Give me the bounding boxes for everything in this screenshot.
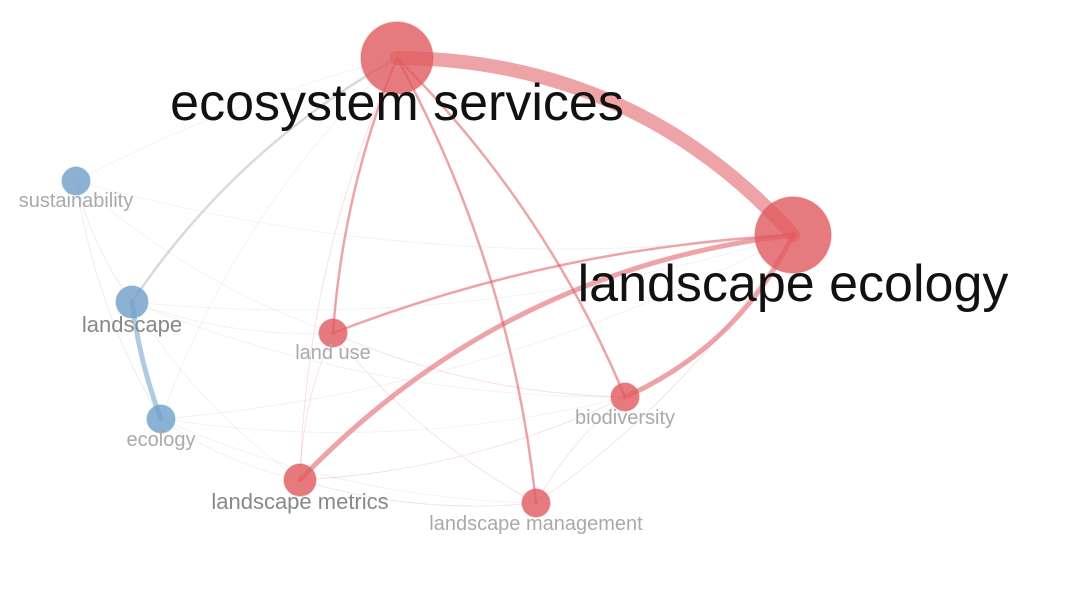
link-ecosystem-services-biodiversity (395, 56, 627, 399)
node-sustainability[interactable] (61, 166, 91, 196)
link-sustainability-ecology (75, 180, 162, 420)
link-ecosystem-services-landscape (130, 56, 399, 304)
label-landscape-ecology[interactable]: landscape ecology (578, 255, 1009, 313)
link-landscape-metrics-biodiversity (299, 396, 626, 481)
link-ecosystem-services-ecology (160, 57, 398, 420)
nodes-layer (61, 21, 832, 518)
link-land-use-biodiversity (332, 332, 626, 398)
link-landscape-biodiversity (131, 301, 626, 398)
link-ecosystem-services-land-use (331, 56, 399, 335)
label-land-use[interactable]: land use (295, 342, 371, 364)
node-landscape-metrics[interactable] (283, 463, 317, 497)
link-landscape-landscape-metrics (131, 301, 301, 481)
link-landscape-land-use (131, 301, 334, 334)
link-ecosystem-services-landscape-metrics (299, 57, 398, 481)
node-ecosystem-services[interactable] (360, 21, 434, 95)
link-ecology-biodiversity (160, 396, 626, 433)
link-ecology-landscape-ecology (160, 234, 794, 420)
label-landscape-management[interactable]: landscape management (429, 513, 643, 535)
label-ecosystem-services[interactable]: ecosystem services (170, 74, 624, 132)
link-land-use-landscape-metrics (299, 332, 334, 481)
link-land-use-landscape-management (332, 332, 537, 504)
link-landscape-landscape-ecology (131, 234, 794, 311)
node-biodiversity[interactable] (610, 382, 640, 412)
link-ecosystem-services-landscape-ecology (390, 51, 800, 242)
node-landscape-ecology[interactable] (754, 196, 832, 274)
node-ecology[interactable] (146, 404, 176, 434)
link-ecology-landscape-metrics (160, 418, 301, 481)
label-landscape-metrics[interactable]: landscape metrics (211, 489, 388, 514)
label-biodiversity[interactable]: biodiversity (575, 407, 675, 429)
label-landscape[interactable]: landscape (82, 312, 182, 337)
node-land-use[interactable] (318, 318, 348, 348)
link-ecosystem-services-landscape-management (395, 56, 538, 505)
labels-layer: ecosystem services landscape ecology susta… (19, 74, 1009, 535)
link-biodiversity-landscape-management (535, 396, 626, 504)
node-landscape-management[interactable] (521, 488, 551, 518)
link-landscape-management-landscape-ecology (535, 234, 794, 504)
node-landscape[interactable] (115, 285, 149, 319)
link-sustainability-land-use (75, 180, 334, 334)
link-ecosystem-services-sustainability (75, 57, 398, 182)
link-landscape-metrics-landscape-ecology (297, 232, 796, 483)
link-sustainability-landscape-ecology (75, 180, 794, 250)
label-sustainability[interactable]: sustainability (19, 190, 134, 212)
label-ecology[interactable]: ecology (127, 429, 196, 451)
links-layer (75, 51, 800, 507)
link-ecology-landscape-management (160, 418, 537, 504)
link-landscape-metrics-landscape-management (299, 479, 537, 507)
